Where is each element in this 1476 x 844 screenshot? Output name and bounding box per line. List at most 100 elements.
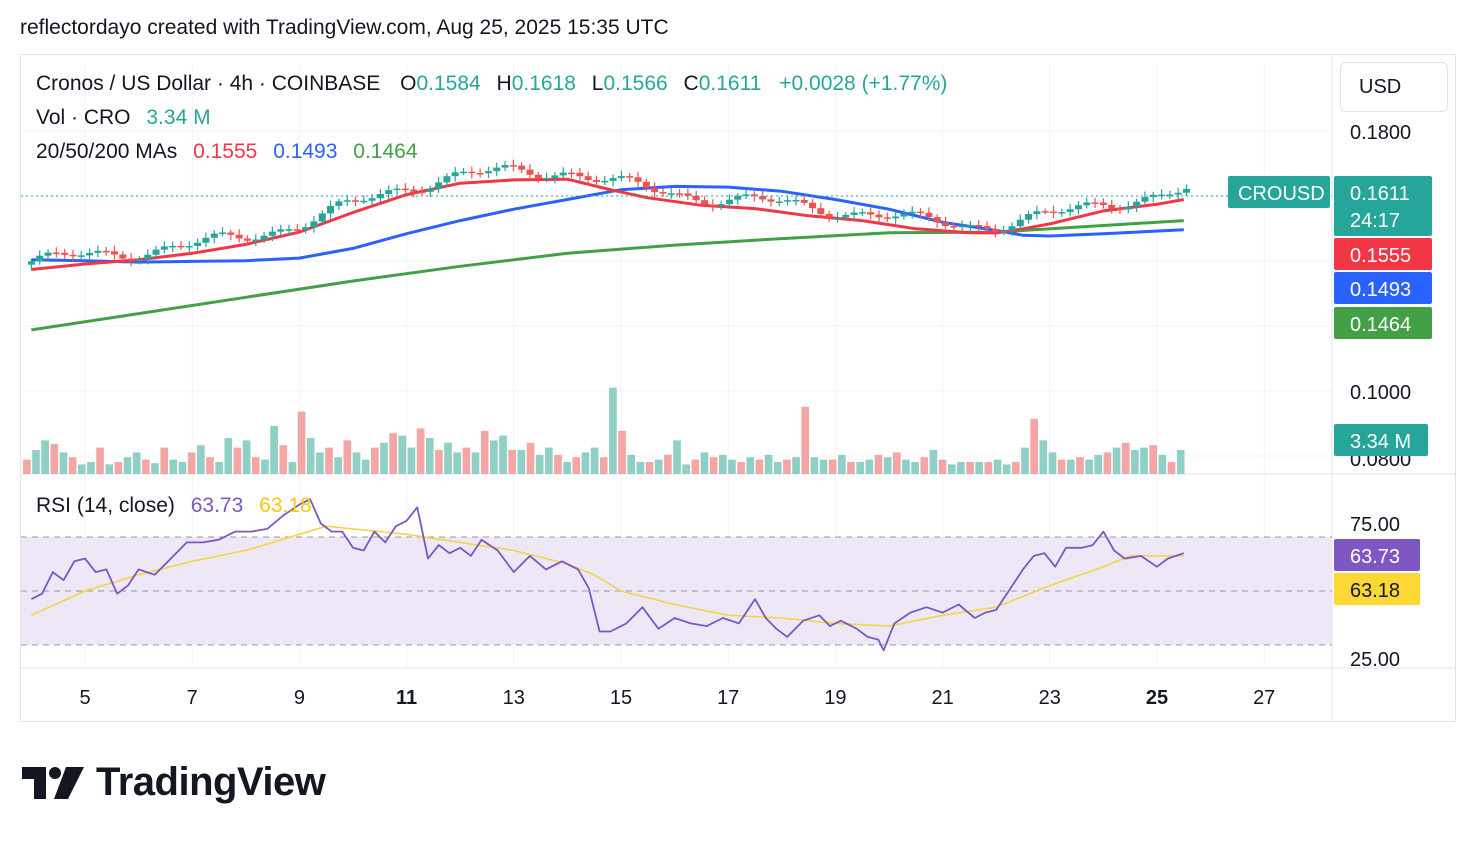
candle-body: [634, 177, 642, 182]
candle-body: [501, 165, 509, 168]
time-axis-label: 23: [1039, 687, 1061, 709]
volume-bar: [169, 459, 178, 474]
candle-body: [351, 200, 359, 202]
candle-body: [883, 217, 891, 219]
candle-body: [293, 229, 301, 231]
candle-body: [734, 195, 742, 200]
rsi-tag: [1334, 539, 1420, 571]
price-axis-label: 0.1800: [1350, 122, 1411, 144]
candle-body: [410, 189, 418, 192]
candle-body: [584, 176, 592, 181]
last-price-tag-text: 0.1611: [1350, 183, 1410, 205]
high-label: H: [496, 72, 512, 95]
volume-legend[interactable]: Vol · CRO 3.34 M: [36, 106, 211, 130]
candle-body: [484, 171, 492, 174]
change-value: +0.0028 (+1.77%): [779, 72, 948, 95]
candle-body: [626, 176, 634, 178]
candle-body: [1008, 226, 1016, 231]
candle-body: [310, 221, 318, 228]
candle-body: [950, 226, 958, 228]
candle-body: [443, 176, 451, 183]
candle-body: [568, 172, 576, 175]
candle-body: [61, 252, 69, 255]
volume-bar: [792, 457, 800, 474]
candle-body: [925, 212, 933, 218]
volume-bar: [224, 438, 233, 474]
ma200-value: 0.1464: [353, 140, 418, 163]
candle-body: [966, 225, 974, 227]
volume-bar: [755, 459, 764, 474]
candle-body: [1141, 197, 1149, 202]
candle-body: [376, 193, 384, 199]
candle-body: [119, 254, 127, 259]
candle-body: [908, 211, 916, 214]
volume-bar: [490, 440, 498, 474]
candle-body: [368, 198, 376, 201]
volume-bar: [233, 447, 242, 474]
candle-body: [850, 212, 858, 215]
volume-bar: [773, 462, 782, 474]
ma200-line: [31, 219, 1184, 332]
candle-body: [393, 188, 401, 191]
volume-bar: [453, 452, 462, 474]
volume-bar: [462, 447, 471, 474]
volume-bar: [50, 444, 59, 474]
volume-bar: [865, 459, 874, 474]
candle-body: [991, 228, 999, 232]
candle-body: [1099, 202, 1107, 205]
volume-bar: [1167, 462, 1176, 474]
last-price-tag: [1334, 176, 1432, 236]
rsi-legend[interactable]: RSI (14, close) 63.73 63.18: [36, 494, 312, 518]
volume-bar: [306, 438, 315, 474]
volume-bar: [581, 452, 590, 474]
candle-body: [426, 188, 434, 192]
volume-bar: [1057, 459, 1066, 474]
volume-bar: [1149, 445, 1158, 474]
candle-body: [933, 217, 941, 223]
candle-body: [983, 225, 991, 229]
candle-body: [52, 252, 60, 255]
volume-bar: [975, 462, 984, 474]
candle-body: [135, 259, 143, 261]
ma-legend[interactable]: 20/50/200 MAs 0.1555 0.1493 0.1464: [36, 140, 418, 164]
volume-bar: [1021, 447, 1029, 474]
volume-bar: [929, 450, 938, 474]
volume-bar: [993, 459, 1002, 474]
ma200-price-tag: [1334, 307, 1432, 339]
volume-bar: [691, 459, 700, 474]
currency-button[interactable]: USD: [1340, 62, 1448, 112]
volume-bar: [618, 430, 626, 474]
candle-body: [493, 167, 501, 172]
volume-bar: [187, 452, 196, 474]
candle-body: [160, 246, 168, 250]
ma200-price-tag-text: 0.1464: [1350, 314, 1411, 336]
candle-body: [1041, 211, 1049, 213]
candle-body: [318, 213, 326, 222]
candle-body: [1182, 188, 1190, 193]
rsi-ma-tag: [1334, 573, 1420, 605]
candle-body: [725, 199, 733, 205]
volume-bar: [370, 447, 379, 474]
volume-bar: [902, 459, 910, 474]
volume-bar: [828, 459, 837, 474]
time-axis-label: 25: [1146, 687, 1168, 709]
candle-body: [27, 261, 35, 265]
volume-bar: [1131, 450, 1139, 474]
candle-body: [526, 169, 534, 175]
candle-body: [1124, 206, 1132, 210]
candle-body: [1091, 202, 1099, 204]
ma20-price-tag: [1334, 238, 1432, 270]
candle-body: [875, 214, 883, 218]
volume-bar: [261, 459, 269, 474]
volume-bar: [938, 459, 947, 474]
rsi-ma-tag-text: 63.18: [1350, 580, 1400, 602]
candle-body: [800, 199, 808, 203]
volume-bar: [764, 454, 773, 474]
symbol-name[interactable]: Cronos / US Dollar · 4h · COINBASE: [36, 72, 381, 95]
candle-body: [692, 195, 700, 201]
volume-bar: [1012, 462, 1020, 474]
high-value: 0.1618: [511, 72, 576, 95]
volume-bar: [801, 406, 810, 474]
candle-body: [833, 217, 841, 219]
